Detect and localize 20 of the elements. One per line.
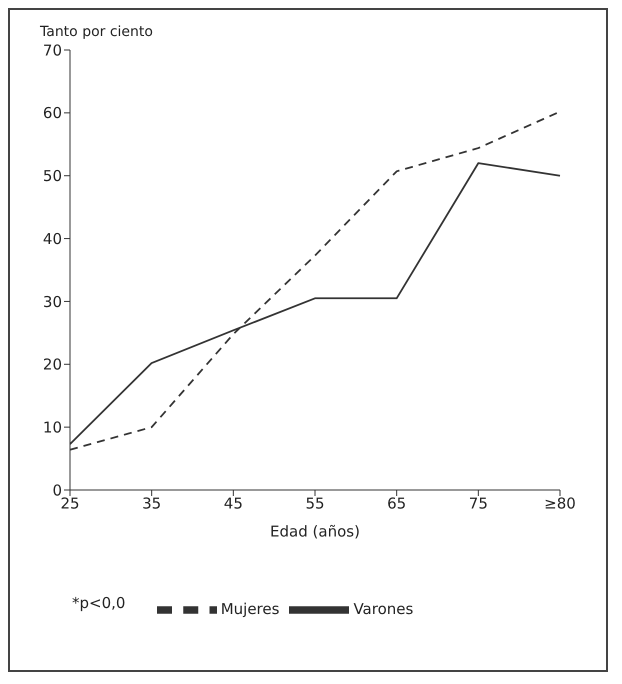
y-tick-label: 60 xyxy=(42,104,62,122)
legend-label: Varones xyxy=(353,600,414,618)
y-tick-label: 70 xyxy=(42,41,62,60)
x-tick-label: 55 xyxy=(305,494,325,513)
text: *p<0,0 xyxy=(72,594,126,612)
y-tick-label: 30 xyxy=(42,292,62,311)
legend-label: Mujeres xyxy=(220,600,280,618)
x-tick-label: ≥80 xyxy=(544,494,576,513)
x-tick-label: 75 xyxy=(468,494,488,513)
x-axis-title: Edad (años) xyxy=(270,522,360,541)
x-tick-label: 25 xyxy=(60,494,80,513)
x-tick-label: 45 xyxy=(224,494,243,513)
y-axis-title: Tanto por ciento xyxy=(40,24,153,40)
y-tick-label: 40 xyxy=(42,230,62,248)
y-tick-label: 50 xyxy=(42,167,62,186)
x-tick-label: 65 xyxy=(387,494,406,513)
y-tick-label: 20 xyxy=(42,356,62,374)
y-tick-label: 0 xyxy=(52,481,62,500)
y-tick-label: 10 xyxy=(42,418,62,436)
x-tick-label: 35 xyxy=(142,494,162,513)
